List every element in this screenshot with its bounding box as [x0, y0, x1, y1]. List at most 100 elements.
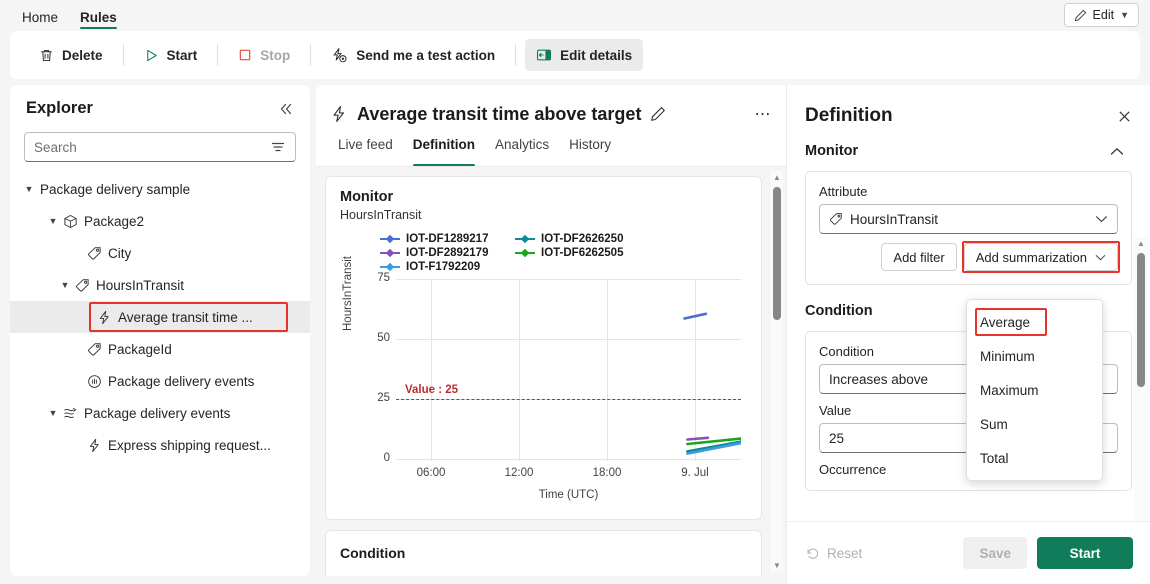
tree-item-package2[interactable]: ▼ Package2 — [10, 205, 310, 237]
tree-item-city[interactable]: ▼ City — [10, 237, 310, 269]
chevron-down-icon[interactable]: ▼ — [48, 216, 58, 226]
send-test-action-button[interactable]: Send me a test action — [320, 39, 506, 71]
close-icon[interactable] — [1117, 109, 1132, 124]
test-action-icon — [331, 47, 348, 64]
start-command-label: Start — [166, 47, 198, 63]
save-button[interactable]: Save — [963, 537, 1027, 569]
monitor-section-title: Monitor — [805, 143, 859, 159]
tree-item-packageid[interactable]: ▼ PackageId — [10, 333, 310, 365]
menu-tab-rules[interactable]: Rules — [72, 10, 125, 32]
menu-item-minimum[interactable]: Minimum — [967, 339, 1102, 373]
search-box[interactable] — [24, 132, 296, 162]
chevron-down-icon[interactable]: ▼ — [60, 280, 70, 290]
attribute-dropdown[interactable]: HoursInTransit — [819, 204, 1118, 234]
chart-series-lines — [683, 312, 741, 455]
definition-header: Definition — [787, 85, 1150, 129]
chart-plot-area: Value : 25 06:00 12:00 18:00 9. Jul Time… — [396, 279, 741, 501]
menu-item-total[interactable]: Total — [967, 441, 1102, 475]
stop-label: Stop — [260, 47, 291, 63]
edit-button[interactable]: Edit ▼ — [1063, 3, 1139, 27]
tab-history[interactable]: History — [569, 137, 612, 152]
tab-live-feed[interactable]: Live feed — [338, 137, 393, 152]
add-summarization-button[interactable]: Add summarization — [961, 241, 1120, 273]
edit-details-button[interactable]: Edit details — [525, 39, 644, 71]
menu-item-sum[interactable]: Sum — [967, 407, 1102, 441]
tab-analytics[interactable]: Analytics — [495, 137, 550, 152]
menu-item-maximum[interactable]: Maximum — [967, 373, 1102, 407]
condition-section-title: Condition — [805, 303, 873, 319]
menu-item-label: Sum — [980, 416, 1008, 432]
condition-section-header[interactable]: Condition — [787, 285, 1150, 319]
chevron-down-icon[interactable] — [1095, 215, 1108, 223]
stop-button[interactable]: Stop — [227, 39, 301, 71]
reset-button[interactable]: Reset — [805, 546, 862, 561]
chevron-down-icon[interactable]: ▼ — [48, 408, 58, 418]
menu-item-label: Minimum — [980, 348, 1035, 364]
chevron-up-icon[interactable] — [1110, 147, 1124, 156]
definition-title: Definition — [805, 105, 893, 126]
tag-icon — [84, 342, 104, 357]
cube-icon — [60, 214, 80, 229]
gridline-vertical — [519, 279, 520, 461]
chevron-double-left-icon[interactable] — [278, 102, 294, 116]
search-input[interactable] — [34, 139, 270, 155]
scroll-up-arrow-icon[interactable]: ▲ — [1137, 239, 1145, 248]
legend-label: IOT-DF2892179 — [406, 247, 489, 259]
legend-marker-icon — [380, 234, 400, 244]
tab-definition[interactable]: Definition — [405, 135, 483, 166]
bolt-icon — [330, 105, 348, 123]
tag-icon — [829, 212, 843, 226]
add-filter-label: Add filter — [893, 249, 945, 265]
monitor-card-title: Monitor — [340, 189, 394, 205]
explorer-title: Explorer — [26, 99, 93, 117]
edit-button-label: Edit — [1092, 8, 1115, 22]
legend-marker-icon — [380, 262, 400, 272]
bolt-icon — [94, 310, 114, 325]
add-filter-button[interactable]: Add filter — [881, 243, 957, 271]
condition-value: Increases above — [829, 371, 929, 387]
tree-item-package-delivery-events[interactable]: ▼ Package delivery events — [10, 397, 310, 429]
menu-item-average[interactable]: Average — [967, 305, 1102, 339]
tree-item-label: Package delivery events — [84, 405, 231, 421]
tree-item-label: Average transit time ... — [118, 309, 253, 325]
legend-item[interactable]: IOT-DF2892179 — [380, 247, 515, 259]
x-tick: 12:00 — [504, 467, 534, 479]
scrollbar-thumb[interactable] — [1137, 253, 1145, 387]
tree-item-express-shipping-request[interactable]: ▼ Express shipping request... — [10, 429, 310, 461]
filter-icon[interactable] — [270, 140, 286, 154]
legend-label: IOT-F1792209 — [406, 261, 481, 273]
pencil-icon[interactable] — [650, 106, 666, 122]
legend-item[interactable]: IOT-F1792209 — [380, 261, 515, 273]
attribute-label: Attribute — [819, 184, 868, 199]
legend-item[interactable]: IOT-DF1289217 — [380, 233, 515, 245]
tree-item-package-delivery-sample[interactable]: ▼ Package delivery sample — [10, 173, 310, 205]
monitor-attribute-box: Attribute HoursInTransit Add filter — [805, 171, 1132, 285]
tree-item-package-delivery-events-child[interactable]: ▼ Package delivery events — [10, 365, 310, 397]
more-horizontal-icon[interactable]: ⋯ — [754, 106, 772, 123]
definition-scrollbar[interactable]: ▲ ▼ — [1134, 237, 1148, 584]
scroll-up-arrow-icon[interactable]: ▲ — [773, 173, 781, 182]
legend-item[interactable]: IOT-DF2626250 — [515, 233, 650, 245]
divider — [515, 44, 517, 66]
undo-icon — [805, 546, 820, 561]
threshold-label: Value : 25 — [405, 384, 459, 396]
gridline-vertical — [431, 279, 432, 461]
center-scrollbar[interactable]: ▲ ▼ — [769, 171, 783, 572]
legend-label: IOT-DF1289217 — [406, 233, 489, 245]
scroll-down-arrow-icon[interactable]: ▼ — [773, 561, 781, 570]
chevron-down-icon[interactable]: ▼ — [24, 184, 34, 194]
tree-item-hoursintransit[interactable]: ▼ HoursInTransit — [10, 269, 310, 301]
legend-item[interactable]: IOT-DF6262505 — [515, 247, 650, 259]
scrollbar-thumb[interactable] — [773, 187, 781, 320]
eventstream-icon — [60, 406, 80, 421]
menu-tab-home[interactable]: Home — [22, 9, 59, 25]
bolt-icon — [84, 438, 104, 453]
tree-item-average-transit-time[interactable]: Average transit time ... — [10, 301, 310, 333]
start-button[interactable]: Start — [1037, 537, 1133, 569]
stop-icon — [238, 48, 252, 62]
start-command-button[interactable]: Start — [133, 39, 209, 71]
monitor-section-header[interactable]: Monitor — [787, 129, 1150, 159]
delete-button[interactable]: Delete — [28, 39, 114, 71]
x-tick: 9. Jul — [681, 467, 709, 479]
